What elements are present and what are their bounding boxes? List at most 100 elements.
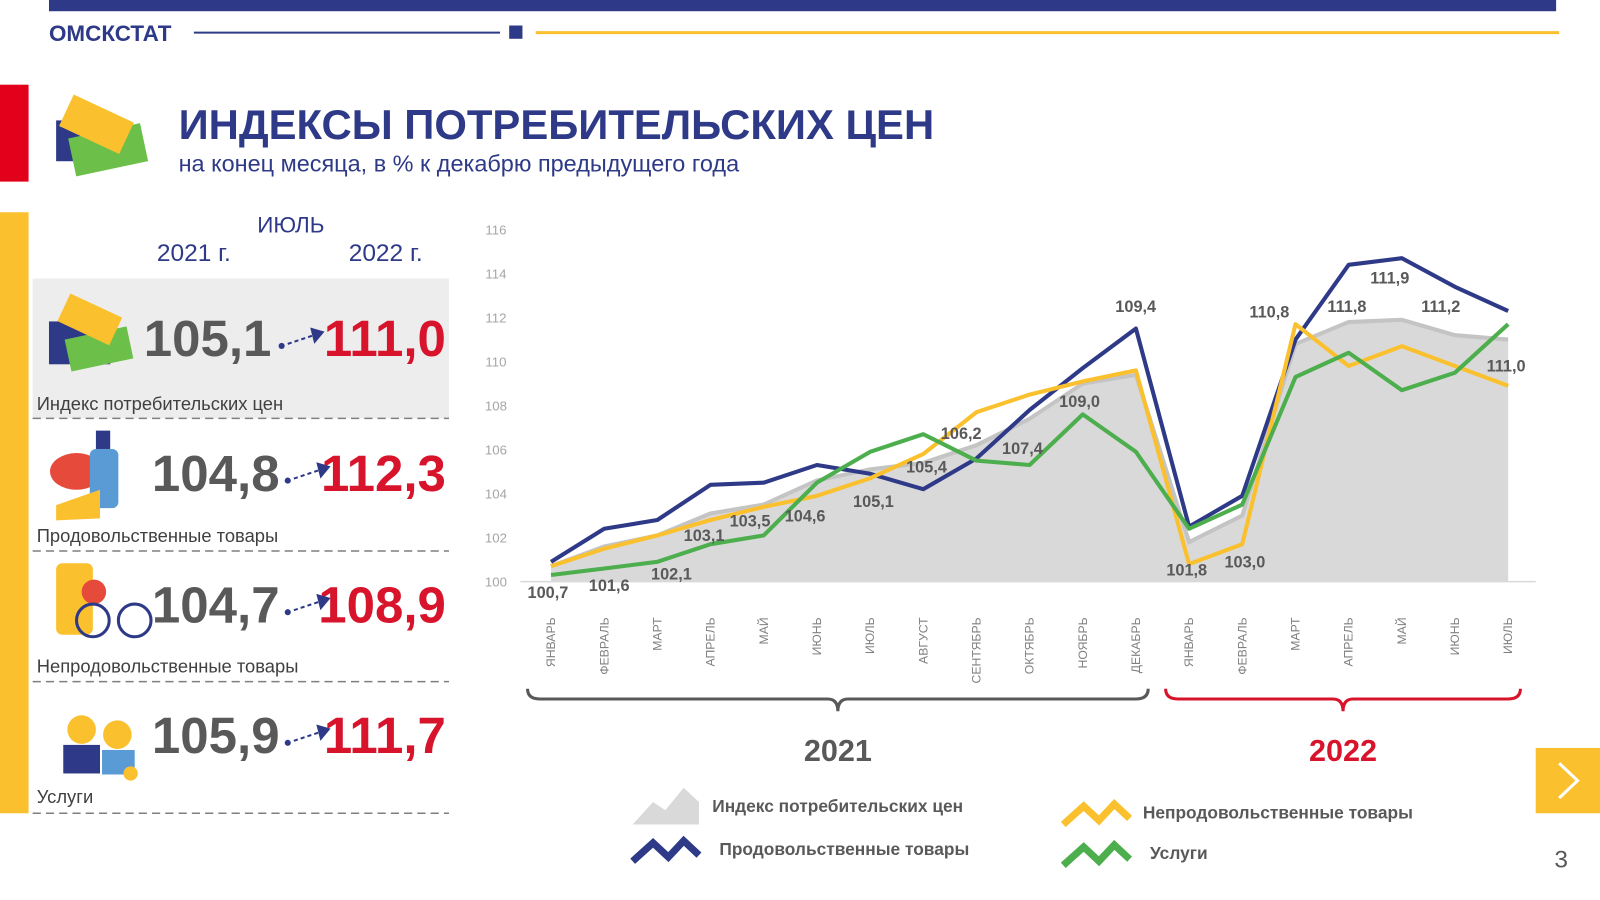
x-tick-label: ИЮЛЬ (1501, 617, 1515, 654)
arrow-dot (284, 609, 291, 616)
y-tick-label: 112 (485, 311, 506, 326)
x-tick-label: ИЮНЬ (1448, 617, 1462, 655)
chart: 100 102 104 106 108 110 112 114 116 ЯНВАРЬ ФЕВРАЛЬ… (485, 223, 1536, 868)
next-button[interactable] (1535, 747, 1600, 814)
data-label: 111,8 (1327, 298, 1366, 316)
legend-label: Услуги (1150, 843, 1208, 863)
title-accent (0, 84, 29, 182)
data-label: 111,0 (1487, 357, 1526, 375)
row-value-prev: 104,7 (152, 576, 280, 633)
data-label: 101,6 (589, 577, 630, 595)
next-chevron (1558, 762, 1580, 800)
arrow (287, 334, 313, 345)
legend-label: Индекс потребительских цен (712, 796, 963, 816)
year-label: 2021 г. (157, 240, 231, 267)
y-tick-label: 104 (485, 487, 507, 502)
x-tick-label: АПРЕЛЬ (1342, 617, 1356, 666)
data-label: 100,7 (528, 584, 569, 602)
legend-label: Продовольственные товары (719, 839, 969, 859)
arrow (293, 469, 319, 480)
x-tick-label: НОЯБРЬ (1076, 617, 1090, 668)
price-tags-icon (56, 94, 149, 177)
line (549, 256, 1510, 564)
data-label: 110,8 (1249, 303, 1289, 321)
x-tick-label: ИЮНЬ (810, 617, 824, 655)
group-brace (1164, 688, 1522, 712)
legend-label: Непродовольственные товары (1143, 802, 1413, 822)
data-label: 107,4 (1002, 440, 1043, 458)
area-edge (550, 317, 1509, 569)
x-tick-label: СЕНТЯБРЬ (969, 617, 983, 683)
x-tick-label: АВГУСТ (916, 617, 930, 664)
page-number: 3 (1554, 846, 1568, 873)
data-label: 109,0 (1059, 393, 1100, 411)
row-value-curr: 112,3 (321, 445, 446, 502)
row-label: Индекс потребительских цен (37, 393, 283, 414)
data-label: 104,6 (785, 507, 826, 525)
line (550, 322, 1509, 569)
y-tick-label: 100 (485, 575, 507, 590)
group-brace (526, 688, 1150, 712)
arrow (293, 731, 319, 742)
header-square (509, 25, 523, 39)
y-tick-label: 116 (485, 223, 506, 238)
data-label: 106,2 (941, 425, 982, 443)
legend-swatch (1060, 839, 1133, 868)
title: ИНДЕКСЫ ПОТРЕБИТЕЛЬСКИХ ЦЕН (179, 101, 935, 148)
data-label: 103,5 (730, 513, 771, 531)
area (551, 319, 1509, 582)
y-tick-label: 114 (485, 267, 506, 282)
x-tick-label: МАЙ (756, 617, 771, 644)
x-tick-label: ЯНВАРЬ (1182, 617, 1196, 667)
x-tick-label: ФЕВРАЛЬ (1235, 617, 1249, 674)
period-label: ИЮЛЬ (257, 213, 324, 238)
x-tick-label: АПРЕЛЬ (704, 617, 718, 666)
y-tick-label: 102 (485, 531, 507, 546)
arrow (293, 601, 319, 612)
y-tick-label: 106 (485, 443, 507, 458)
data-label: 105,4 (906, 458, 947, 476)
x-tick-label: ЯНВАРЬ (544, 617, 558, 667)
row-label: Услуги (37, 786, 93, 807)
data-label: 103,1 (684, 527, 725, 545)
x-tick-label: МАРТ (1289, 617, 1303, 651)
data-label: 111,2 (1421, 298, 1460, 316)
arrow-head (316, 724, 331, 741)
subtitle: на конец месяца, в % к декабрю предыдуще… (179, 150, 741, 176)
y-tick-label: 108 (485, 399, 507, 414)
row-label: Продовольственные товары (37, 525, 278, 546)
summary-table: 105,1 111,0 Индекс потребительских цен 104,… (32, 310, 449, 815)
arrow-head (316, 593, 331, 611)
legend-swatch (632, 787, 699, 825)
row-icons (48, 293, 153, 781)
data-label: 105,1 (853, 493, 894, 511)
group-label: 2022 (1309, 734, 1377, 768)
org-name: ОМСКСТАТ (49, 21, 172, 46)
data-label: 103,0 (1224, 553, 1265, 571)
arrow-head (316, 462, 331, 479)
arrow-dot (278, 342, 285, 349)
data-label: 109,4 (1115, 298, 1156, 316)
row-label: Непродовольственные товары (37, 655, 299, 676)
row-value-prev: 105,1 (144, 310, 272, 367)
x-tick-label: ИЮЛЬ (863, 617, 877, 654)
row-value-curr: 111,7 (324, 707, 446, 764)
x-tick-label: МАЙ (1394, 617, 1409, 644)
y-tick-label: 110 (485, 355, 506, 370)
x-tick-label: МАРТ (650, 617, 664, 651)
line (550, 322, 1510, 578)
arrow-dot (284, 739, 291, 746)
row-value-prev: 104,8 (152, 445, 280, 502)
row-value-curr: 111,0 (324, 310, 446, 367)
legend-swatch (630, 835, 702, 864)
x-tick-label: ДЕКАБРЬ (1129, 617, 1143, 673)
x-tick-label: ФЕВРАЛЬ (597, 617, 611, 674)
legend-swatch (1060, 799, 1133, 828)
arrow-head (310, 327, 325, 344)
group-label: 2021 (804, 734, 872, 768)
row-value-prev: 105,9 (152, 707, 280, 764)
year-label: 2022 г. (349, 240, 423, 267)
data-label: 102,1 (651, 566, 692, 584)
